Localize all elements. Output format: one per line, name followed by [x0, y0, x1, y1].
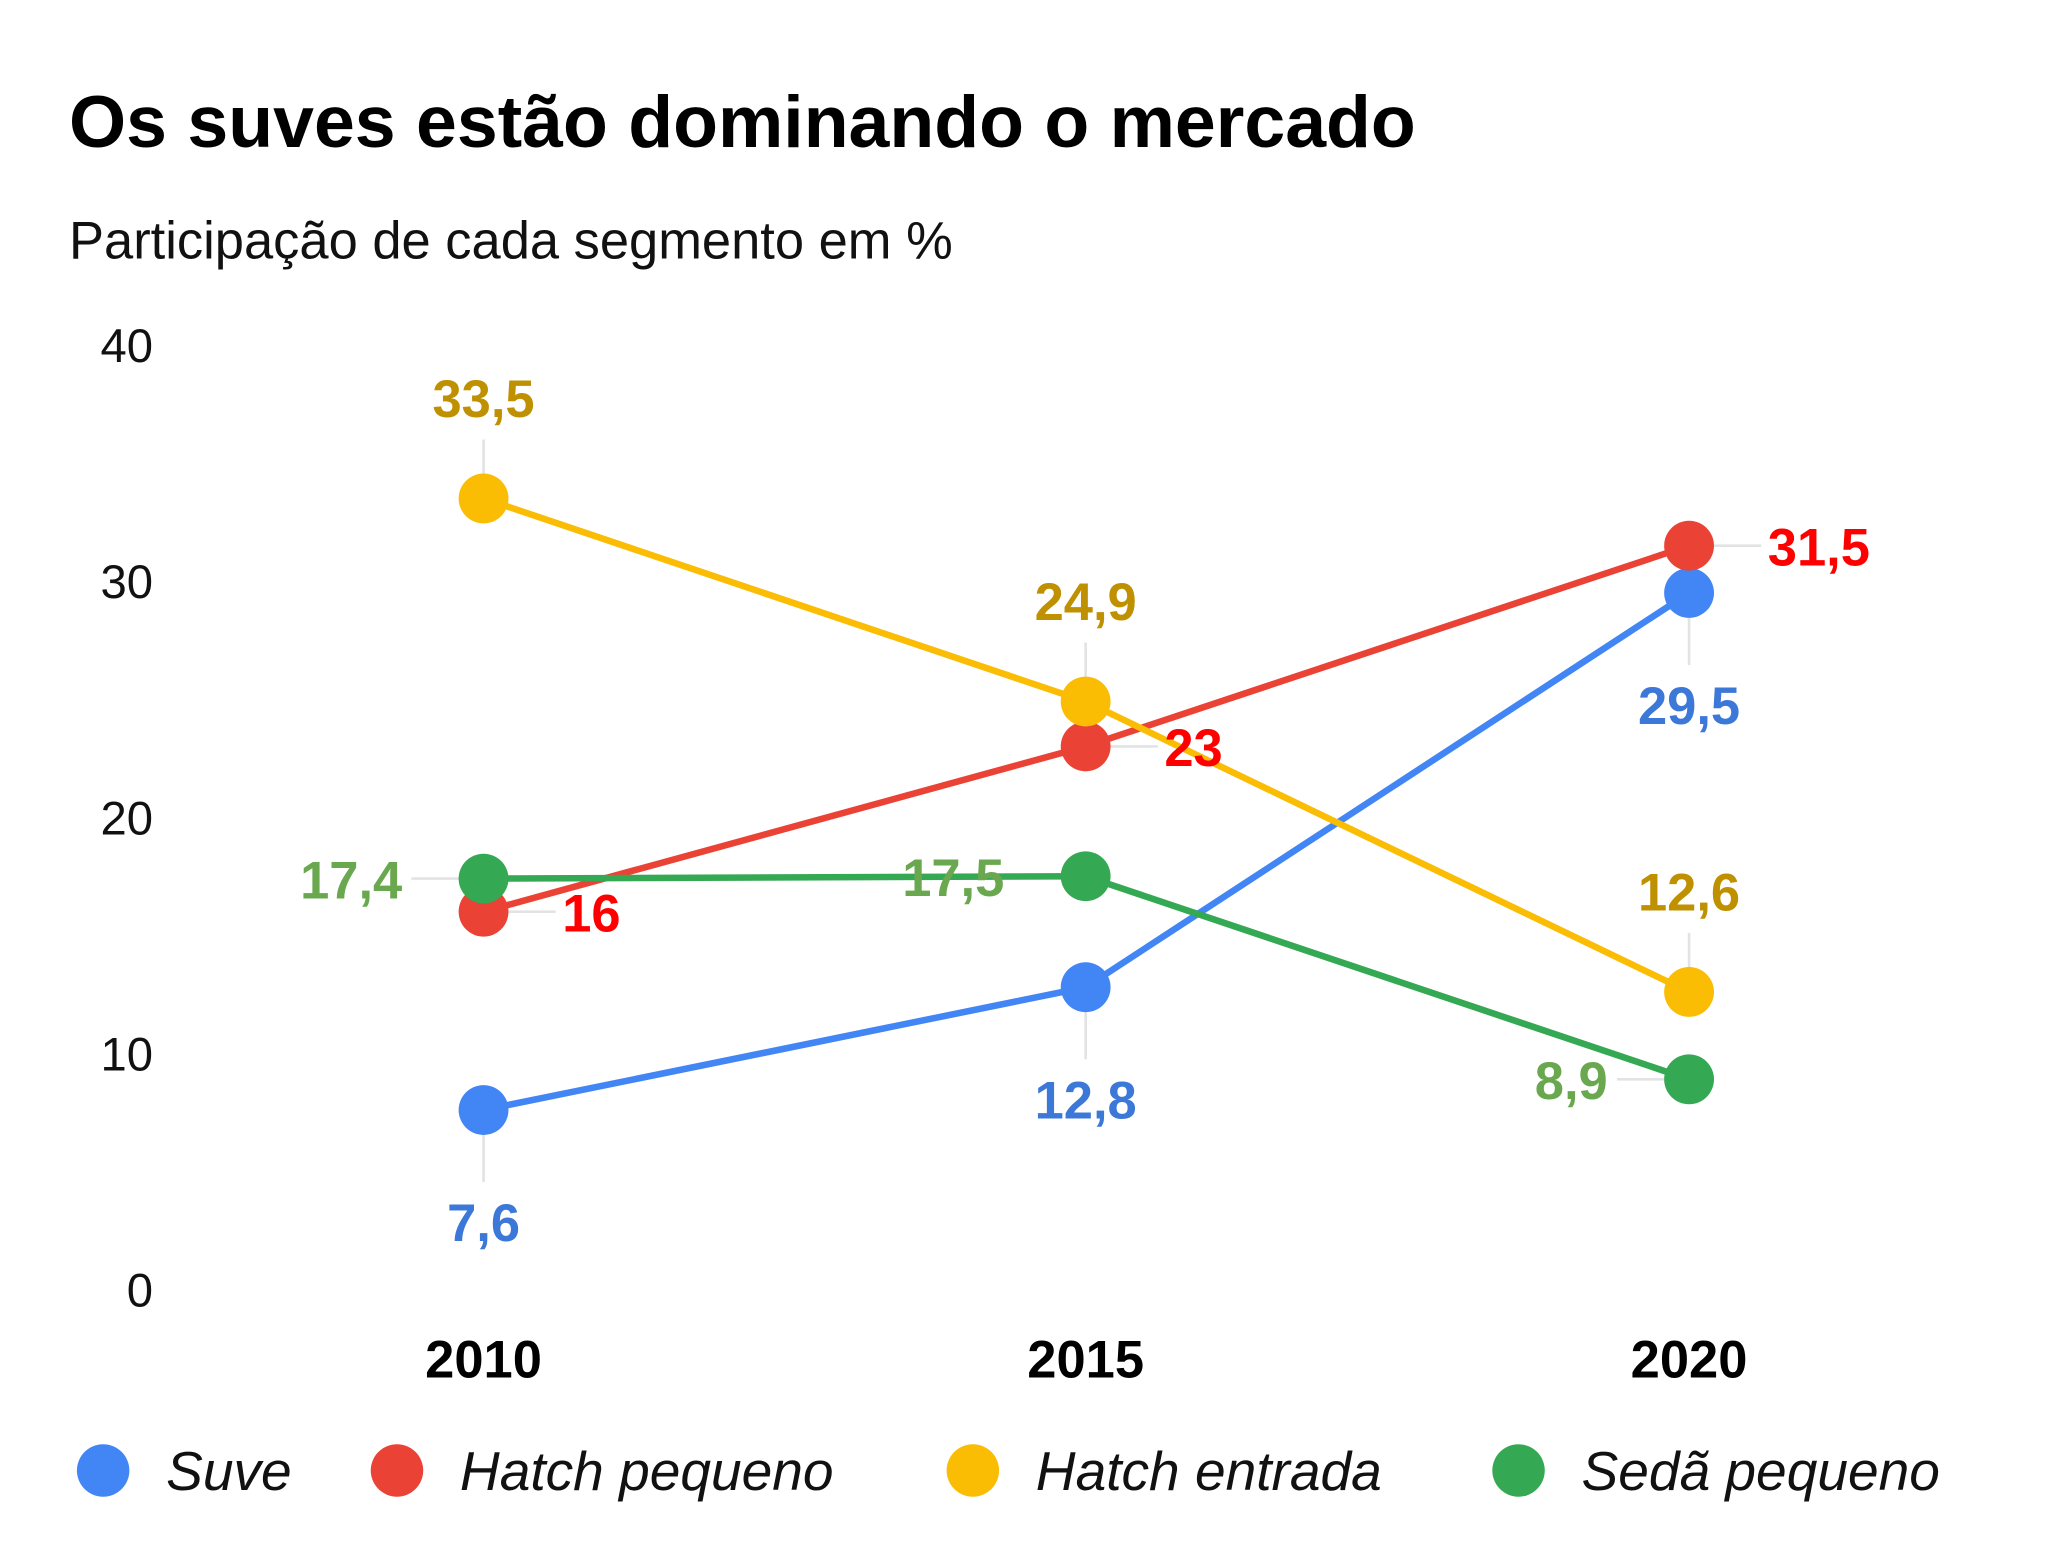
legend-marker — [1492, 1444, 1545, 1497]
x-axis: 2010 2015 2020 — [425, 1331, 1747, 1389]
data-label: 17,5 — [902, 850, 1004, 908]
data-point — [1664, 520, 1714, 571]
data-label: 17,4 — [300, 852, 402, 910]
data-point — [1664, 567, 1714, 618]
data-label: 33,5 — [432, 371, 534, 429]
data-label: 24,9 — [1035, 574, 1137, 632]
legend-marker — [76, 1444, 130, 1497]
data-label: 12,6 — [1638, 865, 1740, 923]
legend-label: Hatch entrada — [1036, 1440, 1382, 1502]
chart-title: Os suves estão dominando o mercado — [69, 81, 1416, 163]
data-point — [1060, 676, 1111, 727]
data-point — [1060, 721, 1111, 772]
legend-marker — [370, 1444, 424, 1497]
data-point — [458, 1085, 509, 1135]
y-tick-label: 40 — [100, 320, 153, 373]
series-points — [458, 473, 1714, 1135]
y-tick-label: 0 — [127, 1265, 153, 1318]
chart-subtitle: Participação de cada segmento em % — [69, 212, 953, 270]
data-label: 16 — [562, 885, 620, 943]
x-tick-label: 2010 — [425, 1331, 542, 1389]
data-label: 23 — [1164, 720, 1222, 778]
x-tick-label: 2015 — [1027, 1331, 1144, 1389]
x-tick-label: 2020 — [1631, 1331, 1748, 1389]
data-point — [1664, 1054, 1714, 1105]
legend-marker — [946, 1444, 1000, 1497]
legend-label: Hatch pequeno — [460, 1440, 834, 1502]
data-label: 12,8 — [1035, 1072, 1137, 1130]
data-labels: 7,6 12,8 29,5 16 23 31,5 33,5 24,9 12,6 17,4 17,5 8… — [300, 371, 1870, 1253]
data-point — [1664, 967, 1714, 1017]
y-tick-label: 30 — [100, 556, 153, 609]
data-point — [458, 853, 509, 904]
data-label: 31,5 — [1768, 519, 1870, 577]
legend: Suve Hatch pequeno Hatch entrada Sedã peque… — [76, 1440, 1940, 1502]
data-point — [1060, 962, 1111, 1013]
legend-label: Sedã pequeno — [1582, 1440, 1940, 1502]
y-tick-label: 20 — [100, 792, 153, 845]
data-label: 7,6 — [447, 1195, 520, 1253]
data-point — [1060, 851, 1111, 902]
data-label: 29,5 — [1638, 678, 1740, 736]
data-point — [458, 473, 509, 524]
y-tick-label: 10 — [100, 1028, 153, 1081]
y-axis: 0 10 20 30 40 — [100, 320, 153, 1317]
legend-label: Suve — [166, 1440, 292, 1502]
data-label: 8,9 — [1535, 1053, 1608, 1111]
